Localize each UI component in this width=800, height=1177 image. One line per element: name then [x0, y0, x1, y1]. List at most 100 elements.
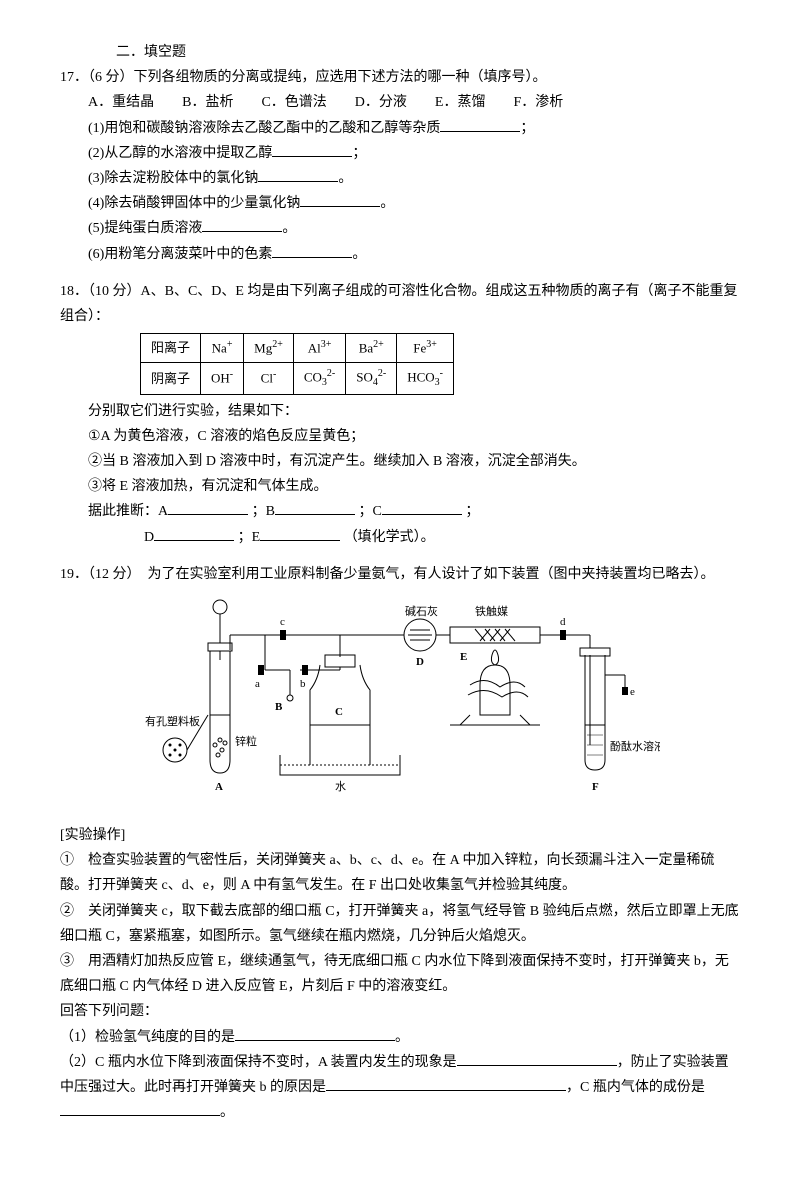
- apparatus-A: 有孔塑料板 锌粒 A: [145, 600, 257, 793]
- label-e: e: [630, 686, 635, 698]
- ion-cell: Al3+: [293, 334, 345, 363]
- q17-i1-text: (1)用饱和碳酸钠溶液除去乙酸乙酯中的乙酸和乙醇等杂质: [88, 121, 440, 136]
- q18-l5-prefix: 据此推断：A: [88, 504, 168, 519]
- q18-l5-b: ；B: [252, 504, 275, 519]
- q17-i4-text: (4)除去硝酸钾固体中的少量氯化钠: [88, 196, 300, 211]
- label-d: d: [560, 616, 566, 628]
- label-b: b: [300, 678, 306, 690]
- apparatus-diagram: 有孔塑料板 锌粒 A c a B b: [140, 595, 660, 815]
- q19-a1-end: 。: [395, 1030, 409, 1045]
- q19-a2-end: 。: [220, 1105, 234, 1120]
- q19-ans-title: 回答下列问题：: [60, 999, 740, 1024]
- question-19: 19．（12 分） 为了在实验室利用工业原料制备少量氨气，有人设计了如下装置（图…: [60, 562, 740, 1125]
- label-c: c: [280, 616, 285, 628]
- q18-line5: 据此推断：A ；B ；C ；: [60, 499, 740, 524]
- q18-l5-end: ；: [465, 504, 479, 519]
- blank-19-1[interactable]: [235, 1026, 395, 1041]
- label-B: B: [275, 701, 283, 713]
- table-row: 阳离子 Na+ Mg2+ Al3+ Ba2+ Fe3+: [141, 334, 454, 363]
- q18-line4: ③将 E 溶液加热，有沉淀和气体生成。: [60, 474, 740, 499]
- q19-stem: 19．（12 分） 为了在实验室利用工业原料制备少量氨气，有人设计了如下装置（图…: [60, 562, 740, 587]
- q19-op3: ③ 用酒精灯加热反应管 E，继续通氢气，待无底细口瓶 C 内水位下降到液面保持不…: [60, 949, 740, 999]
- blank-18-A[interactable]: [168, 500, 248, 515]
- ion-cell: Na+: [201, 334, 244, 363]
- q17-i5-end: 。: [282, 221, 296, 236]
- ion-cell: Ba2+: [346, 334, 397, 363]
- q17-i2-end: ；: [352, 146, 366, 161]
- label-C: C: [335, 706, 343, 718]
- blank-17-2[interactable]: [272, 142, 352, 157]
- q18-line3: ②当 B 溶液加入到 D 溶液中时，有沉淀产生。继续加入 B 溶液，沉淀全部消失…: [60, 449, 740, 474]
- ion-cell: Cl-: [244, 362, 294, 394]
- label-D: D: [416, 656, 424, 668]
- q17-stem: 17．（6 分）下列各组物质的分离或提纯，应选用下述方法的哪一种（填序号）。: [60, 65, 740, 90]
- q18-l6-end: （填化学式）。: [344, 530, 435, 545]
- q18-l5-c: ；C: [358, 504, 381, 519]
- label-zn: 锌粒: [235, 734, 257, 748]
- label-soda: 碱石灰: [405, 604, 438, 618]
- label-E: E: [460, 651, 467, 663]
- blank-18-D[interactable]: [154, 526, 234, 541]
- q17-i3-text: (3)除去淀粉胶体中的氯化钠: [88, 171, 258, 186]
- blank-18-B[interactable]: [275, 500, 355, 515]
- q19-op1: ① 检查实验装置的气密性后，关闭弹簧夹 a、b、c、d、e。在 A 中加入锌粒，…: [60, 848, 740, 898]
- clamp-e: [622, 687, 628, 695]
- blank-17-3[interactable]: [258, 167, 338, 182]
- q17-item-5: (5)提纯蛋白质溶液 。: [60, 216, 740, 241]
- q17-i6-end: 。: [352, 247, 366, 262]
- ion-cell: Fe3+: [397, 334, 454, 363]
- q17-i1-end: ；: [520, 121, 534, 136]
- blank-17-5[interactable]: [202, 217, 282, 232]
- q17-i5-text: (5)提纯蛋白质溶液: [88, 221, 202, 236]
- anion-label: 阴离子: [141, 362, 201, 394]
- q17-i4-end: 。: [380, 196, 394, 211]
- q19-a1: （1）检验氢气纯度的目的是 。: [60, 1025, 740, 1050]
- ion-table: 阳离子 Na+ Mg2+ Al3+ Ba2+ Fe3+ 阴离子 OH- Cl- …: [140, 333, 454, 395]
- q19-a1-text: （1）检验氢气纯度的目的是: [60, 1030, 235, 1045]
- clamp-d: [560, 630, 566, 640]
- blank-17-4[interactable]: [300, 192, 380, 207]
- q17-item-4: (4)除去硝酸钾固体中的少量氯化钠 。: [60, 191, 740, 216]
- blank-17-6[interactable]: [272, 243, 352, 258]
- q17-item-1: (1)用饱和碳酸钠溶液除去乙酸乙酯中的乙酸和乙醇等杂质 ；: [60, 116, 740, 141]
- q19-a2: （2）C 瓶内水位下降到液面保持不变时，A 装置内发生的现象是，防止了实验装置中…: [60, 1050, 740, 1126]
- q17-item-3: (3)除去淀粉胶体中的氯化钠 。: [60, 166, 740, 191]
- question-17: 17．（6 分）下列各组物质的分离或提纯，应选用下述方法的哪一种（填序号）。 A…: [60, 65, 740, 267]
- q17-i2-text: (2)从乙醇的水溶液中提取乙醇: [88, 146, 272, 161]
- ion-cell: SO42-: [346, 362, 397, 394]
- clamp-b: [302, 665, 308, 675]
- apparatus-C: C 水: [280, 655, 400, 793]
- q18-line1: 分别取它们进行实验，结果如下：: [60, 399, 740, 424]
- q18-stem: 18．（10 分）A、B、C、D、E 均是由下列离子组成的可溶性化合物。组成这五…: [60, 279, 740, 329]
- q17-i3-end: 。: [338, 171, 352, 186]
- label-water: 水: [335, 780, 346, 793]
- apparatus-F: e 酚酞水溶液 F: [580, 635, 660, 793]
- question-18: 18．（10 分）A、B、C、D、E 均是由下列离子组成的可溶性化合物。组成这五…: [60, 279, 740, 550]
- apparatus-D: 碱石灰 D: [400, 604, 450, 668]
- table-row: 阴离子 OH- Cl- CO32- SO42- HCO3-: [141, 362, 454, 394]
- q18-line2: ①A 为黄色溶液，C 溶液的焰色反应呈黄色；: [60, 424, 740, 449]
- ion-cell: Mg2+: [244, 334, 294, 363]
- q17-item-2: (2)从乙醇的水溶液中提取乙醇 ；: [60, 141, 740, 166]
- blank-19-2b[interactable]: [326, 1076, 566, 1091]
- ion-cell: HCO3-: [397, 362, 454, 394]
- blank-18-E[interactable]: [260, 526, 340, 541]
- q19-a2-p1: （2）C 瓶内水位下降到液面保持不变时，A 装置内发生的现象是: [60, 1055, 457, 1070]
- ion-cell: CO32-: [293, 362, 345, 394]
- q18-l6-e: ；E: [238, 530, 261, 545]
- clamp-a: [258, 665, 264, 675]
- cation-label: 阳离子: [141, 334, 201, 363]
- apparatus-E: 铁触媒 E: [450, 604, 540, 725]
- q17-i6-text: (6)用粉笔分离菠菜叶中的色素: [88, 247, 272, 262]
- blank-19-2c[interactable]: [60, 1101, 220, 1116]
- q18-l6-d: D: [144, 530, 154, 545]
- ion-cell: OH-: [201, 362, 244, 394]
- q19-a2-p3: ，C 瓶内气体的成份是: [566, 1080, 705, 1095]
- blank-17-1[interactable]: [440, 117, 520, 132]
- label-plate: 有孔塑料板: [145, 714, 200, 728]
- q19-op-title: [实验操作]: [60, 823, 740, 848]
- clamp-c: [280, 630, 286, 640]
- blank-19-2a[interactable]: [457, 1051, 617, 1066]
- q18-line6: D ；E （填化学式）。: [60, 525, 740, 550]
- blank-18-C[interactable]: [382, 500, 462, 515]
